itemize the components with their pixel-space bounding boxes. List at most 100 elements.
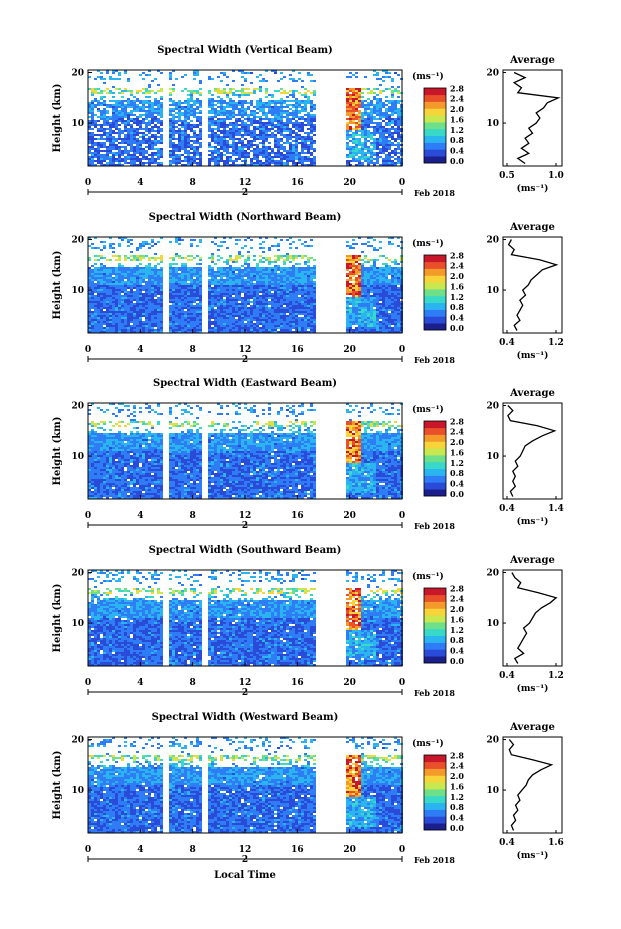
heatmap-cell bbox=[247, 92, 250, 94]
heatmap-cell bbox=[247, 106, 250, 108]
heatmap-cell bbox=[304, 140, 307, 142]
heatmap-cell bbox=[379, 106, 382, 108]
heatmap-cell bbox=[238, 277, 241, 279]
heatmap-cell bbox=[151, 241, 154, 243]
average-profile-line bbox=[512, 71, 561, 165]
heatmap-cell bbox=[241, 299, 244, 301]
heatmap-cell bbox=[184, 142, 187, 144]
heatmap-cell bbox=[157, 293, 160, 295]
heatmap-cell bbox=[229, 277, 232, 279]
heatmap-cell bbox=[139, 295, 142, 297]
heatmap-cell bbox=[274, 269, 277, 271]
heatmap-cell bbox=[385, 142, 388, 144]
heatmap-cell bbox=[349, 88, 352, 90]
heatmap-cell bbox=[358, 96, 361, 98]
heatmap-cell bbox=[232, 261, 235, 263]
heatmap-cell bbox=[133, 303, 136, 305]
heatmap-cell bbox=[262, 269, 265, 271]
heatmap-cell bbox=[352, 102, 355, 104]
heatmap-cell bbox=[145, 126, 148, 128]
heatmap-cell bbox=[187, 279, 190, 281]
heatmap-cell bbox=[187, 311, 190, 313]
heatmap-cell bbox=[259, 162, 262, 164]
heatmap-cell bbox=[307, 118, 310, 120]
heatmap-cell bbox=[286, 116, 289, 118]
heatmap-cell bbox=[208, 116, 211, 118]
heatmap-cell bbox=[262, 303, 265, 305]
heatmap-cell bbox=[154, 287, 157, 289]
heatmap-cell bbox=[352, 104, 355, 106]
heatmap-cell bbox=[172, 269, 175, 271]
heatmap-cell bbox=[376, 154, 379, 156]
heatmap-cell bbox=[217, 152, 220, 154]
heatmap-cell bbox=[208, 269, 211, 271]
heatmap-cell bbox=[118, 291, 121, 293]
heatmap-cell bbox=[106, 315, 109, 317]
heatmap-cell bbox=[175, 160, 178, 162]
heatmap-cell bbox=[154, 323, 157, 325]
heatmap-cell bbox=[97, 285, 100, 287]
heatmap-cell bbox=[178, 283, 181, 285]
heatmap-cell bbox=[154, 104, 157, 106]
heatmap-cell bbox=[286, 122, 289, 124]
heatmap-cell bbox=[355, 90, 358, 92]
heatmap-cell bbox=[91, 285, 94, 287]
heatmap-cell bbox=[115, 315, 118, 317]
heatmap-cell bbox=[352, 158, 355, 160]
heatmap-cell bbox=[250, 164, 253, 166]
heatmap-cell bbox=[154, 311, 157, 313]
heatmap-cell bbox=[214, 283, 217, 285]
heatmap-cell bbox=[136, 327, 139, 329]
heatmap-cell bbox=[148, 122, 151, 124]
heatmap-cell bbox=[376, 140, 379, 142]
heatmap-cell bbox=[247, 269, 250, 271]
heatmap-cell bbox=[223, 241, 226, 243]
heatmap-cell bbox=[238, 283, 241, 285]
heatmap-cell bbox=[265, 327, 268, 329]
heatmap-cell bbox=[193, 283, 196, 285]
heatmap-cell bbox=[157, 331, 160, 333]
heatmap-cell bbox=[220, 158, 223, 160]
heatmap-cell bbox=[211, 104, 214, 106]
heatmap-cell bbox=[268, 108, 271, 110]
heatmap-cell bbox=[223, 146, 226, 148]
heatmap-cell bbox=[256, 289, 259, 291]
heatmap-cell bbox=[298, 158, 301, 160]
heatmap-cell bbox=[121, 325, 124, 327]
heatmap-cell bbox=[214, 281, 217, 283]
heatmap-cell bbox=[364, 104, 367, 106]
heatmap-cell bbox=[130, 140, 133, 142]
heatmap-cell bbox=[121, 273, 124, 275]
heatmap-cell bbox=[223, 327, 226, 329]
heatmap-cell bbox=[97, 108, 100, 110]
heatmap-cell bbox=[241, 311, 244, 313]
heatmap-cell bbox=[223, 122, 226, 124]
heatmap-cell bbox=[277, 265, 280, 267]
heatmap-cell bbox=[106, 118, 109, 120]
heatmap-cell bbox=[226, 118, 229, 120]
heatmap-cell bbox=[142, 285, 145, 287]
heatmap-cell bbox=[346, 144, 349, 146]
heatmap-cell bbox=[259, 132, 262, 134]
heatmap-cell bbox=[364, 124, 367, 126]
heatmap-cell bbox=[208, 150, 211, 152]
heatmap-cell bbox=[100, 158, 103, 160]
heatmap-cell bbox=[136, 257, 139, 259]
heatmap-cell bbox=[232, 124, 235, 126]
heatmap-cell bbox=[127, 323, 130, 325]
heatmap-cell bbox=[277, 287, 280, 289]
heatmap-cell bbox=[262, 287, 265, 289]
heatmap-cell bbox=[379, 110, 382, 112]
heatmap-cell bbox=[217, 327, 220, 329]
heatmap-cell bbox=[256, 128, 259, 130]
heatmap-cell bbox=[157, 156, 160, 158]
heatmap-cell bbox=[124, 305, 127, 307]
heatmap-cell bbox=[265, 80, 268, 82]
heatmap-cell bbox=[313, 142, 316, 144]
heatmap-cell bbox=[235, 154, 238, 156]
heatmap-cell bbox=[211, 98, 214, 100]
heatmap-cell bbox=[274, 315, 277, 317]
heatmap-cell bbox=[181, 323, 184, 325]
heatmap-cell bbox=[349, 128, 352, 130]
heatmap-cell bbox=[187, 136, 190, 138]
